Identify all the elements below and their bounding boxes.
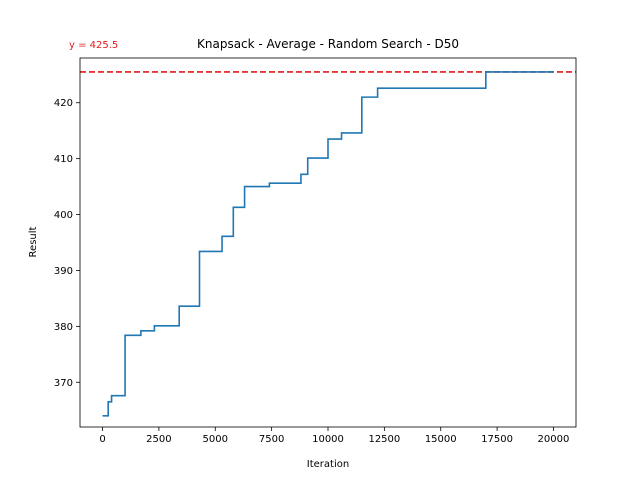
series-line-0 [102, 71, 554, 417]
x-axis: 0 2500 5000 7500 10000 12500 15000 17500 20000 [99, 427, 569, 445]
x-axis-label: Iteration [307, 459, 349, 470]
x-tick-label: 10000 [312, 434, 344, 445]
x-tick-label: 5000 [203, 434, 228, 445]
chart-title: Knapsack - Average - Random Search - D50 [197, 37, 459, 51]
y-axis: 370 380 390 400 410 420 [54, 98, 80, 389]
x-tick-label: 2500 [146, 434, 171, 445]
x-tick-label: 15000 [425, 434, 457, 445]
x-tick-label: 7500 [259, 434, 284, 445]
y-tick-label: 380 [54, 322, 73, 333]
x-tick-label: 20000 [538, 434, 570, 445]
reference-line-label: y = 425.5 [69, 40, 118, 51]
y-tick-label: 410 [54, 154, 73, 165]
y-tick-label: 400 [54, 210, 73, 221]
y-tick-label: 390 [54, 266, 73, 277]
x-tick-label: 12500 [368, 434, 400, 445]
x-tick-label: 17500 [481, 434, 513, 445]
x-tick-label: 0 [99, 434, 105, 445]
plot-layer [80, 71, 576, 417]
y-axis-label: Result [28, 226, 39, 257]
y-tick-label: 420 [54, 98, 73, 109]
y-tick-label: 370 [54, 378, 73, 389]
